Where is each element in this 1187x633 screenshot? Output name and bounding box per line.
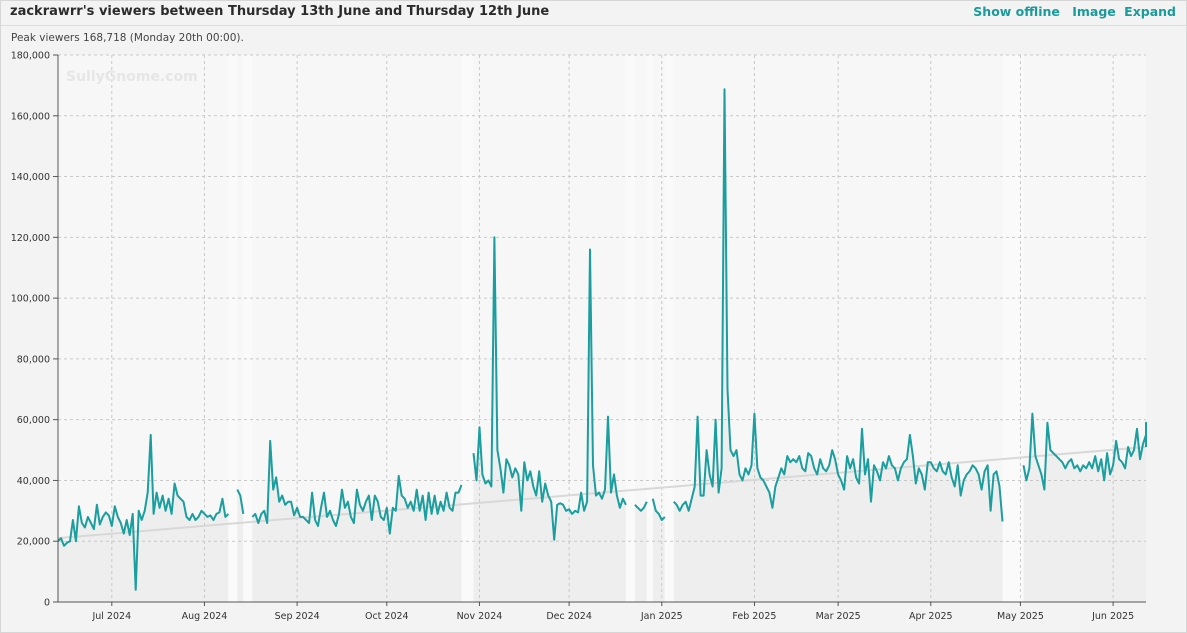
offline-gap-0 <box>228 55 238 602</box>
x-tick-label: Oct 2024 <box>365 611 409 622</box>
x-tick-label: Nov 2024 <box>457 611 503 622</box>
y-tick-label: 0 <box>44 598 50 609</box>
y-tick-label: 80,000 <box>17 354 50 365</box>
series-line-segment-0 <box>57 433 230 591</box>
chart-title: zackrawrr's viewers between Thursday 13t… <box>10 4 550 19</box>
offline-gap-4 <box>646 55 653 602</box>
x-tick-label: Aug 2024 <box>182 611 228 622</box>
x-tick-label: May 2025 <box>997 611 1044 622</box>
online-area-3 <box>473 237 626 603</box>
x-tick-label: Jan 2025 <box>640 611 683 622</box>
peak-viewers-text: Peak viewers 168,718 (Monday 20th 00:00)… <box>11 32 244 44</box>
x-tick-label: Dec 2024 <box>546 611 592 622</box>
show-offline-link[interactable]: Show offline <box>973 4 1060 19</box>
y-tick-label: 120,000 <box>11 233 50 244</box>
chart-header: zackrawrr's viewers between Thursday 13t… <box>1 1 1186 26</box>
series-line-segment-3 <box>472 236 627 541</box>
offline-gap-5 <box>664 55 674 602</box>
online-area-1 <box>237 489 244 602</box>
series-line-segment-7 <box>1022 412 1147 491</box>
offline-gap-6 <box>1002 55 1024 602</box>
expand-link[interactable]: Expand <box>1124 4 1176 19</box>
offline-gap-2 <box>461 55 474 602</box>
x-tick-label: Apr 2025 <box>909 611 953 622</box>
watermark-logo: SullyGnome.com <box>66 69 198 85</box>
online-area-4 <box>634 501 647 602</box>
y-tick-label: 180,000 <box>11 51 50 62</box>
x-tick-label: Mar 2025 <box>816 611 861 622</box>
header-actions: Show offline Image Expand <box>965 4 1176 19</box>
online-area-7 <box>1023 413 1146 602</box>
trend-line <box>57 446 1147 540</box>
online-area-6 <box>673 89 1003 603</box>
y-tick-label: 160,000 <box>11 111 50 122</box>
y-tick-label: 100,000 <box>11 294 50 305</box>
offline-gap-1 <box>243 55 253 602</box>
y-tick-label: 40,000 <box>17 476 50 487</box>
image-link[interactable]: Image <box>1072 4 1116 19</box>
x-tick-label: Jul 2024 <box>91 611 131 622</box>
x-tick-label: Jun 2025 <box>1091 611 1134 622</box>
y-tick-label: 60,000 <box>17 415 50 426</box>
offline-gap-3 <box>625 55 635 602</box>
y-tick-label: 20,000 <box>17 537 50 548</box>
x-tick-label: Feb 2025 <box>732 611 776 622</box>
x-tick-label: Sep 2024 <box>275 611 320 622</box>
y-tick-label: 140,000 <box>11 172 50 183</box>
online-area-2 <box>252 440 462 602</box>
